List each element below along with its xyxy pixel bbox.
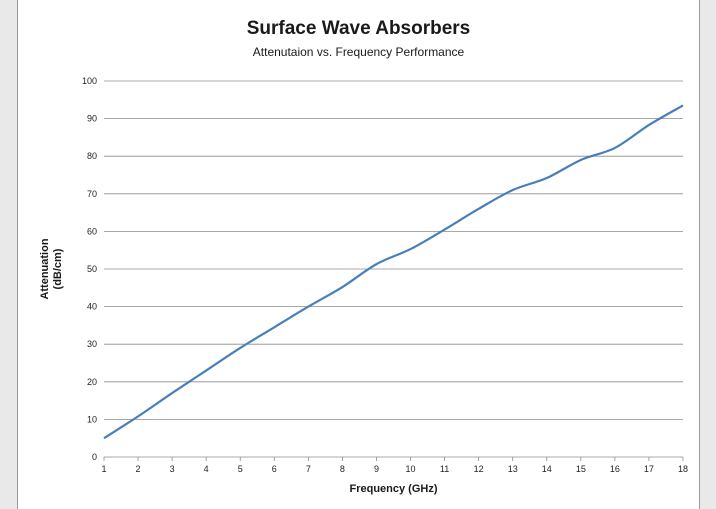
chart-frame: Surface Wave Absorbers Attenutaion vs. F… [17, 0, 700, 509]
axes [103, 456, 684, 461]
x-tick-label: 5 [238, 464, 243, 474]
y-tick-label: 50 [87, 264, 97, 274]
x-tick-label: 16 [610, 464, 620, 474]
x-tick-label: 17 [644, 464, 654, 474]
chart-subtitle: Attenutaion vs. Frequency Performance [252, 45, 465, 59]
y-tick-label: 0 [92, 452, 97, 462]
y-tick-label: 100 [82, 76, 97, 86]
y-axis-label-line: (dB/cm) [52, 248, 64, 289]
x-tick-label: 14 [542, 464, 552, 474]
y-tick-label: 80 [87, 151, 97, 161]
x-tick-label: 15 [576, 464, 586, 474]
y-tick-label: 60 [87, 226, 97, 236]
x-tick-label: 11 [440, 464, 449, 474]
x-tick-label: 3 [170, 464, 175, 474]
x-tick-label: 6 [272, 464, 277, 474]
series-layer [103, 104, 684, 440]
y-tick-label: 20 [87, 377, 97, 387]
y-axis-label: Attenuation(dB/cm) [39, 238, 64, 299]
x-tick-label: 2 [136, 464, 141, 474]
y-tick-label: 40 [87, 302, 97, 312]
y-tick-label: 70 [87, 189, 97, 199]
x-tick-label: 1 [101, 464, 106, 474]
y-tick-label: 10 [87, 414, 97, 424]
x-axis-label: Frequency (GHz) [349, 483, 437, 495]
x-tick-label: 18 [678, 464, 688, 474]
y-tick-label: 90 [87, 114, 97, 124]
y-tick-label: 30 [87, 339, 97, 349]
x-tick-label: 4 [204, 464, 209, 474]
x-tick-label: 10 [406, 464, 416, 474]
x-tick-label: 9 [374, 464, 379, 474]
y-axis-label-line: Attenuation [39, 238, 51, 299]
gridlines [104, 80, 683, 420]
series-line [103, 104, 684, 440]
x-tick-label: 13 [508, 464, 518, 474]
chart-title: Surface Wave Absorbers [246, 18, 471, 39]
x-tick-label: 7 [306, 464, 311, 474]
x-tick-label: 8 [340, 464, 345, 474]
x-tick-label: 12 [474, 464, 484, 474]
